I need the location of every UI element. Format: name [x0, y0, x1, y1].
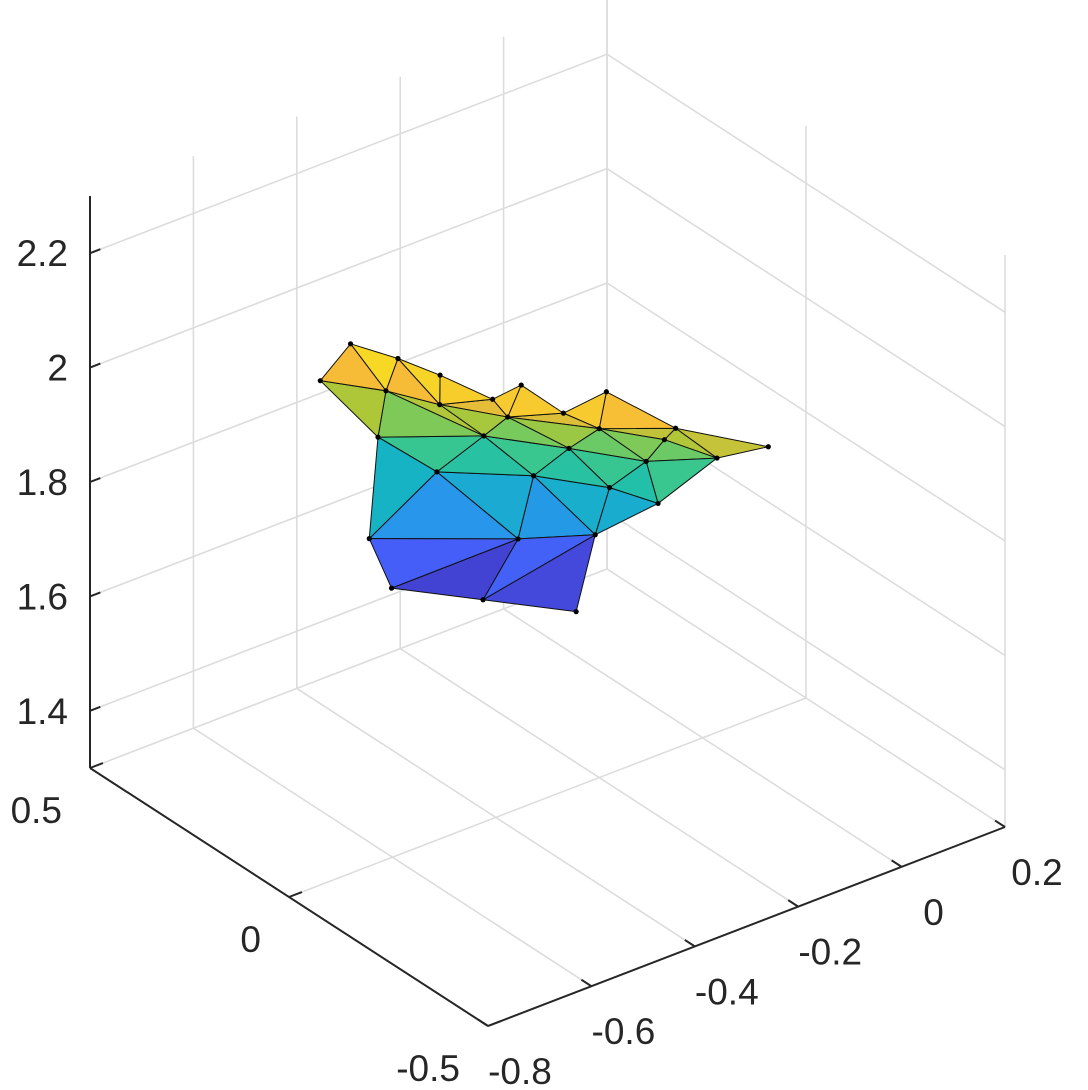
axis-lines	[89, 196, 1006, 1027]
grid-line-z-sidewall	[606, 511, 1006, 771]
x-tick-mark	[580, 978, 592, 988]
x-tick-mark	[787, 899, 799, 908]
x-tick-label: -0.6	[592, 1011, 656, 1052]
mesh-vertex	[765, 444, 771, 450]
x-axis-line	[487, 826, 1006, 1027]
mesh-triangle	[319, 343, 387, 392]
mesh-vertex	[592, 532, 598, 538]
z-tick-label: 1.6	[17, 576, 68, 617]
z-tick-label: 2	[47, 348, 68, 389]
grid-line-z-backwall	[89, 167, 608, 369]
tick-labels: 1.4 1.6 1.8 2 2.2 -0.5 0 0.5 -0.8 -0.6 -0.4 -0.2 0 0.…	[11, 233, 1063, 1090]
mesh-vertex	[643, 458, 649, 464]
y-tick-label: -0.5	[396, 1048, 460, 1089]
mesh-vertex	[347, 341, 354, 347]
z-tick-label: 2.2	[17, 233, 68, 274]
y-tick-label: 0.5	[11, 790, 62, 831]
mesh-triangle	[368, 538, 519, 589]
mesh-vertex	[434, 469, 440, 475]
mesh-vertex	[603, 389, 609, 395]
mesh-vertex	[481, 433, 487, 439]
z-tick-mark	[89, 248, 101, 255]
mesh-vertex	[383, 388, 389, 394]
x-tick-mark	[994, 819, 1006, 828]
x-tick-label: -0.4	[695, 971, 759, 1012]
mesh-triangle	[368, 436, 438, 540]
x-tick-mark	[477, 1018, 489, 1027]
mesh-vertex	[388, 585, 395, 591]
x-tick-label: 0.2	[1011, 852, 1062, 893]
triangulated-surface	[319, 343, 769, 613]
ticks	[89, 248, 1006, 1027]
mesh-vertex	[395, 355, 401, 362]
mesh-vertex	[375, 434, 381, 440]
grid-line-z-sidewall	[606, 53, 1006, 313]
mesh-vertex	[714, 455, 720, 461]
mesh-vertex	[505, 414, 511, 420]
grid-line-z-backwall	[89, 53, 608, 254]
grid-line-y-floor	[288, 697, 807, 898]
grid-line-z-sidewall	[606, 282, 1006, 542]
mesh-triangle	[645, 457, 718, 504]
mesh-vertex	[490, 396, 496, 402]
mesh-vertex	[573, 609, 579, 615]
mesh-vertices	[317, 341, 771, 615]
y-tick-label: 0	[240, 919, 261, 960]
mesh-vertex	[518, 382, 524, 388]
mesh-vertex	[530, 473, 537, 479]
mesh-vertex	[661, 437, 668, 443]
x-tick-label: 0	[923, 892, 944, 933]
mesh-vertex	[566, 445, 572, 451]
x-tick-label: -0.2	[798, 932, 862, 973]
mesh-vertex	[480, 597, 486, 603]
y-tick-mark	[487, 1020, 502, 1027]
x-tick-mark	[684, 939, 696, 948]
mesh-vertex	[606, 485, 613, 491]
x-tick-label: -0.8	[488, 1051, 552, 1090]
mesh-vertex	[437, 402, 443, 408]
y-tick-mark	[89, 762, 104, 769]
z-tick-label: 1.4	[17, 691, 68, 732]
z-tick-mark	[89, 477, 101, 483]
mesh-vertex	[560, 410, 567, 416]
mesh-vertex	[317, 378, 323, 384]
mesh-vertex	[673, 425, 679, 431]
mesh-vertex	[366, 536, 372, 542]
mesh-vertex	[437, 372, 443, 378]
z-tick-label: 1.8	[17, 462, 68, 503]
z-tick-mark	[89, 362, 101, 369]
x-tick-mark	[891, 859, 903, 868]
mesh-triangle	[598, 391, 677, 430]
mesh-vertex	[596, 426, 602, 432]
z-tick-mark	[89, 705, 101, 712]
mesh-vertex	[655, 500, 661, 507]
grid-line-z-sidewall	[606, 167, 1006, 428]
mesh-vertex	[515, 536, 521, 542]
y-tick-mark	[288, 891, 303, 898]
z-tick-mark	[89, 591, 101, 598]
mesh-triangle	[439, 374, 494, 406]
